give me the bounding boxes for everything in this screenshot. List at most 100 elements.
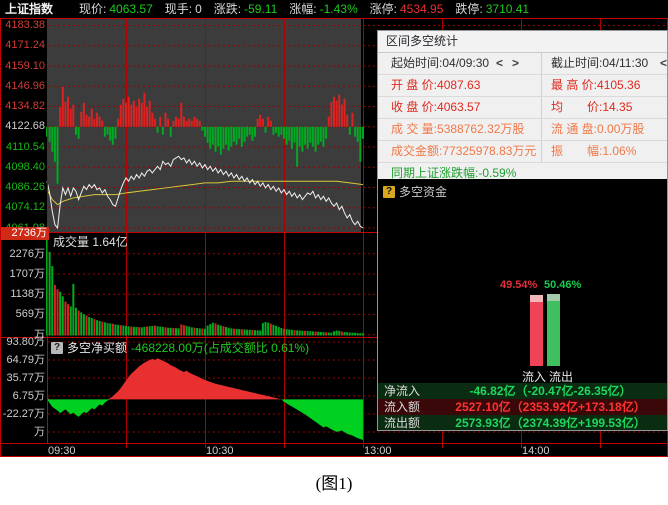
volume-header: 成交量 1.64亿 bbox=[53, 235, 128, 249]
bar-body bbox=[530, 302, 543, 366]
stats-field-value: -0.59% bbox=[478, 166, 517, 180]
price-axis-label: 4159.10 bbox=[5, 59, 45, 72]
price-axis-label: 4183.38 bbox=[5, 19, 45, 31]
flow-axis-label: 35.77万 bbox=[6, 372, 45, 384]
quote-field-label: 现价: bbox=[79, 2, 107, 16]
outflow-bar bbox=[547, 294, 560, 366]
stats-field: 开 盘 价:4087.63 bbox=[378, 75, 542, 96]
stats-field-value: 4105.36 bbox=[597, 78, 641, 92]
stats-field-value: 77325978.83万元 bbox=[442, 144, 537, 158]
price-axis-label: 4086.26 bbox=[5, 181, 45, 193]
stats-field: 振 幅:1.06% bbox=[542, 141, 667, 162]
flow-header: ? 多空净买额 -468228.00万(占成交额比 0.61%) bbox=[51, 339, 309, 356]
bar-body bbox=[547, 301, 560, 366]
quote-field-value: -1.43% bbox=[319, 2, 358, 16]
stats-field-value: 0.00万股 bbox=[597, 122, 645, 136]
funds-row-value: -46.82亿（-20.47亿-26.35亿） bbox=[469, 384, 632, 398]
quote-field-value: 4534.95 bbox=[399, 2, 444, 16]
funds-row: 净流入 -46.82亿（-20.47亿-26.35亿） bbox=[378, 383, 667, 399]
funds-row-label: 流入额 bbox=[384, 400, 421, 414]
volume-axis-label: 1707万 bbox=[9, 268, 45, 280]
bar-cap bbox=[530, 295, 543, 302]
prev-arrow[interactable]: < bbox=[496, 56, 504, 70]
funds-section: ? 多空资金 49.54% 流入 50.46% 流出 净流入 -46.82亿（-20.4… bbox=[378, 179, 667, 430]
price-axis-label: 4134.82 bbox=[5, 100, 45, 112]
flow-axis-label: 万 bbox=[34, 426, 45, 438]
stats-field: 成交金额:77325978.83万元 bbox=[378, 141, 542, 162]
quote-field-label: 涨幅: bbox=[289, 2, 317, 16]
price-axis-label: 4122.68 bbox=[5, 120, 45, 133]
stats-row: 成 交 量:5388762.32万股 流 通 盘:0.00万股 bbox=[378, 119, 667, 141]
stats-row: 收 盘 价:4063.57 均 价:14.35 bbox=[378, 97, 667, 119]
stats-field-value: 04/11:30 bbox=[602, 56, 649, 70]
quote-field-label: 跌停: bbox=[455, 2, 483, 16]
flow-value: -468228.00万(占成交额比 0.61%) bbox=[131, 341, 310, 355]
stats-field: 截止时间:04/11:30<> bbox=[542, 53, 667, 74]
quote-field-value: -59.11 bbox=[244, 2, 278, 16]
funds-row-value: 2527.10亿（2353.92亿+173.18亿） bbox=[455, 400, 646, 414]
stats-field-label: 截止时间: bbox=[551, 56, 603, 70]
stats-field-value: 5388762.32万股 bbox=[437, 122, 525, 136]
stats-field: 起始时间:04/09:30 < > bbox=[378, 53, 542, 74]
question-icon[interactable]: ? bbox=[51, 341, 63, 354]
stats-field: 收 盘 价:4063.57 bbox=[378, 97, 542, 118]
stats-field-label: 振 幅: bbox=[551, 144, 603, 158]
stats-row: 开 盘 价:4087.63 最 高 价:4105.36 bbox=[378, 75, 667, 97]
window-titlebar[interactable]: 区间多空统计 bbox=[378, 31, 667, 53]
time-axis-label: 13:00 bbox=[364, 445, 392, 457]
figure-caption: (图1) bbox=[315, 474, 353, 493]
time-axis-label: 09:30 bbox=[48, 445, 76, 457]
stats-field: 流 通 盘:0.00万股 bbox=[542, 119, 667, 140]
question-icon[interactable]: ? bbox=[383, 185, 395, 198]
stats-field-value: 1.06% bbox=[602, 144, 637, 158]
funds-row: 流入额 2527.10亿（2353.92亿+173.18亿） bbox=[378, 399, 667, 415]
stats-field: 均 价:14.35 bbox=[542, 97, 667, 118]
flow-axis-label: 6.75万 bbox=[12, 390, 45, 402]
funds-rows: 净流入 -46.82亿（-20.47亿-26.35亿） 流入额 2527.10亿（23… bbox=[378, 383, 667, 430]
quote-field-value: 4063.57 bbox=[109, 2, 153, 16]
stock-app-window: 上证指数 现价: 4063.57 现手: 0 涨跌: -59.11 涨幅: -1.43% 涨停:… bbox=[0, 0, 668, 457]
price-axis-label: 4098.40 bbox=[5, 160, 45, 173]
stats-field-label: 最 高 价: bbox=[551, 78, 598, 92]
volume-axis-label: 2276万 bbox=[9, 247, 45, 260]
price-axis-label: 4146.96 bbox=[5, 79, 45, 92]
flow-axis-label: -22.27万 bbox=[2, 408, 45, 420]
stats-fields: 起始时间:04/09:30<>截止时间:04/11:30<>开 盘 价:4087… bbox=[378, 53, 667, 185]
funds-header: ? 多空资金 bbox=[383, 183, 447, 200]
volume-axis-label: 1138万 bbox=[10, 288, 45, 301]
price-axis-label: 4171.24 bbox=[5, 39, 45, 52]
stats-field: 最 高 价:4105.36 bbox=[542, 75, 667, 96]
time-axis-label: 14:00 bbox=[522, 445, 550, 457]
index-name: 上证指数 bbox=[5, 2, 54, 16]
stats-field-value: 4063.57 bbox=[437, 100, 481, 114]
stats-field-value: 04/09:30 bbox=[442, 56, 490, 70]
price-axis-label: 4110.54 bbox=[6, 140, 45, 153]
volume-max-tag: 2736万 bbox=[1, 227, 49, 240]
inflow-bar bbox=[530, 295, 543, 366]
price-axis-label: 4074.12 bbox=[5, 201, 45, 214]
funds-row: 流出额 2573.93亿（2374.39亿+199.53亿） bbox=[378, 415, 667, 430]
flow-title: 多空净买额 bbox=[67, 341, 128, 355]
time-axis-label: 10:30 bbox=[206, 445, 234, 457]
stats-field-label: 流 通 盘: bbox=[551, 122, 598, 136]
quote-field-value: 0 bbox=[195, 2, 202, 16]
funds-row-label: 流出额 bbox=[384, 416, 421, 430]
stats-row: 起始时间:04/09:30 < > 截止时间:04/11:30 < > bbox=[378, 53, 667, 75]
stats-row: 成交金额:77325978.83万元振 幅:1.06% bbox=[378, 141, 667, 163]
next-arrow[interactable]: > bbox=[512, 56, 520, 70]
stats-field-label: 收 盘 价: bbox=[391, 100, 438, 114]
stats-field-label: 成 交 量: bbox=[391, 122, 438, 136]
stats-field-label: 均 价: bbox=[551, 100, 603, 114]
prev-arrow[interactable]: < bbox=[660, 56, 667, 70]
stats-field-label: 开 盘 价: bbox=[391, 78, 438, 92]
volume-axis-label: 万 bbox=[34, 328, 45, 341]
volume-axis-label: 569万 bbox=[15, 308, 45, 321]
stats-field-value: 14.35 bbox=[602, 100, 633, 114]
stats-field-value: 4087.63 bbox=[437, 78, 481, 92]
quote-field-label: 涨跌: bbox=[213, 2, 242, 16]
funds-row-label: 净流入 bbox=[384, 384, 421, 398]
outflow-legend: 流出 bbox=[549, 370, 574, 384]
inflow-legend: 流入 bbox=[522, 370, 547, 384]
index-info-bar: 上证指数 现价: 4063.57 现手: 0 涨跌: -59.11 涨幅: -1.43% 涨停:… bbox=[0, 0, 668, 18]
flow-axis-label: 93.80万 bbox=[6, 336, 45, 348]
